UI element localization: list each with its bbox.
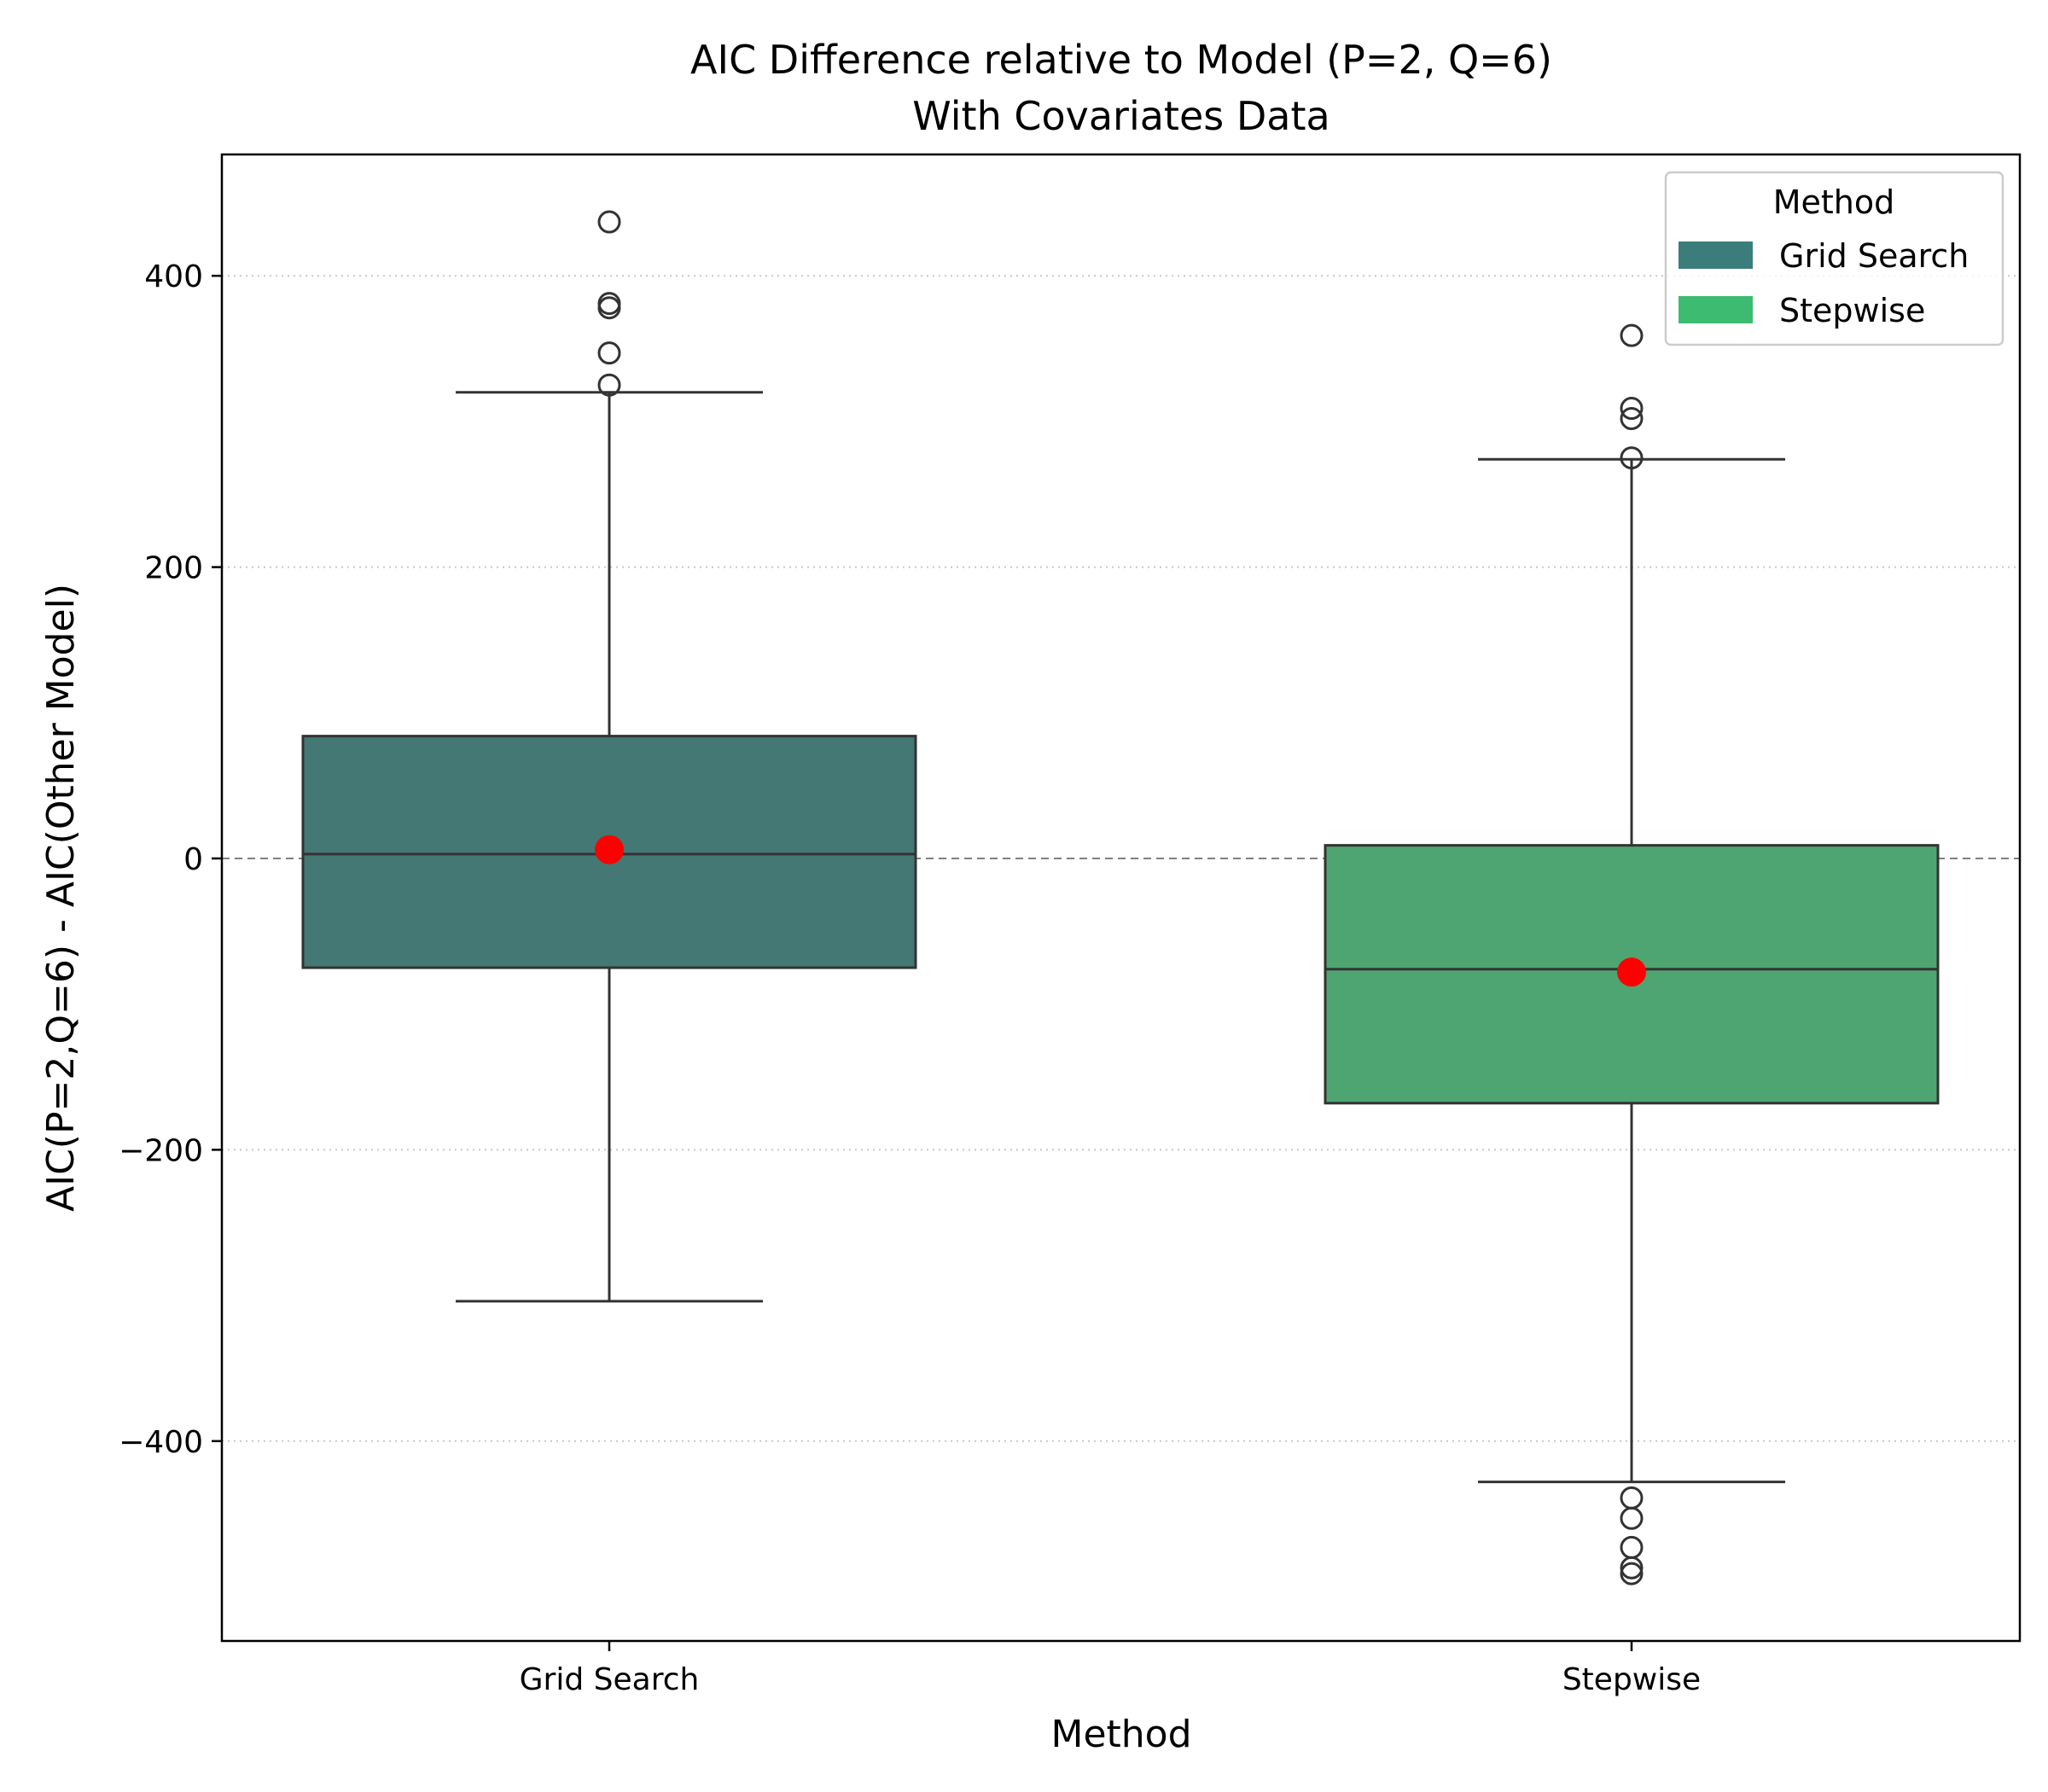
legend-swatch-stepwise [1679,296,1753,323]
y-tick-label: 0 [183,842,203,877]
outlier-point [1620,1556,1644,1580]
outlier-point [1620,1562,1644,1585]
legend-label-stepwise: Stepwise [1779,292,1925,329]
y-tick-label: 200 [144,551,203,586]
chart-subtitle: With Covariates Data [912,93,1329,139]
legend: Method Grid Search Stepwise [1664,171,2004,346]
mean-marker [1617,957,1646,987]
outlier-point [597,341,621,365]
outlier-point [1620,446,1644,470]
outlier-point [1620,323,1644,347]
legend-swatch-grid-search [1679,241,1753,269]
axis-ticks: 400 200 0 −200 −400 Grid Search Stepwise [119,259,1701,1697]
y-tick-label: 400 [144,259,203,294]
x-tick-label: Grid Search [520,1662,700,1697]
outlier-point [1620,406,1644,430]
y-tick-label: −400 [119,1425,203,1460]
outlier-point [597,296,621,320]
x-axis-label: Method [1050,1713,1191,1756]
x-tick-label: Stepwise [1562,1662,1701,1697]
plot-area-frame [220,153,2022,1643]
outlier-point [597,373,621,397]
box-stepwise [1324,323,1940,1585]
outlier-point [1620,1486,1644,1510]
outlier-point [597,210,621,234]
mean-marker [595,835,624,864]
legend-label-grid-search: Grid Search [1779,237,1969,275]
outlier-point [1620,1535,1644,1559]
y-axis-label: AIC(P=2,Q=6) - AIC(Other Model) [39,584,83,1212]
outlier-point [1620,1506,1644,1530]
y-tick-label: −200 [119,1133,203,1168]
outlier-point [597,292,621,316]
boxes [301,210,1940,1585]
box-grid-search [301,210,917,1303]
outlier-point [1620,397,1644,421]
chart-title: AIC Difference relative to Model (P=2, Q… [690,37,1552,83]
gridlines [222,275,2020,1442]
legend-title: Method [1773,183,1895,221]
